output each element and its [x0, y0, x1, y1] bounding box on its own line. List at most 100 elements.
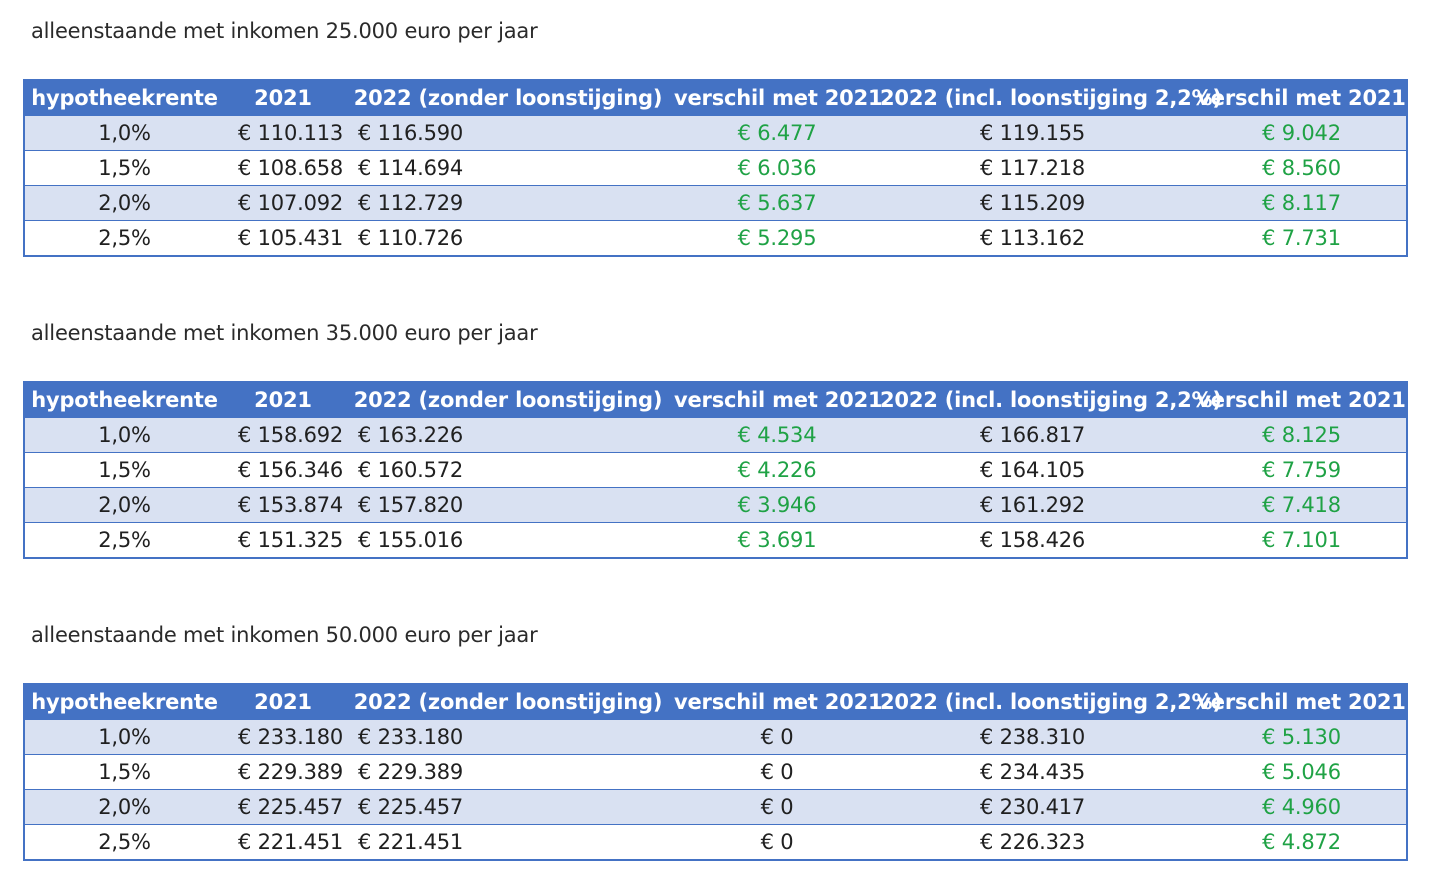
value-2021-cell: € 110.113	[224, 115, 343, 151]
diff-incl-cell: € 4.960	[1197, 789, 1407, 825]
diff-cell: € 6.477	[674, 115, 880, 151]
rate-cell: 1,0%	[24, 719, 224, 755]
table-header-row: hypotheekrente 2021 2022 (zonder loonsti…	[24, 382, 1407, 418]
value-2022-incl-cell: € 117.218	[880, 150, 1197, 186]
rate-cell: 2,0%	[24, 789, 224, 825]
value-2021-cell: € 225.457	[224, 789, 343, 825]
value-2021-cell: € 107.092	[224, 185, 343, 221]
diff-incl-cell: € 8.560	[1197, 150, 1407, 186]
header-2022-zonder: 2022 (zonder loonstijging)	[342, 684, 674, 720]
value-2022-cell: € 225.457	[342, 789, 674, 825]
rate-cell: 1,5%	[24, 754, 224, 790]
header-hypotheekrente: hypotheekrente	[24, 80, 224, 116]
diff-cell: € 5.637	[674, 185, 880, 221]
section-caption: alleenstaande met inkomen 35.000 euro pe…	[31, 321, 538, 345]
value-2022-cell: € 233.180	[342, 719, 674, 755]
diff-cell: € 0	[674, 824, 880, 860]
rate-cell: 2,5%	[24, 824, 224, 860]
diff-cell: € 0	[674, 719, 880, 755]
value-2022-incl-cell: € 226.323	[880, 824, 1197, 860]
diff-incl-cell: € 7.101	[1197, 522, 1407, 558]
header-hypotheekrente: hypotheekrente	[24, 684, 224, 720]
table-row: 2,0% € 153.874 € 157.820 € 3.946 € 161.2…	[24, 487, 1407, 523]
diff-cell: € 0	[674, 754, 880, 790]
mortgage-table: hypotheekrente 2021 2022 (zonder loonsti…	[23, 683, 1408, 861]
rate-cell: 1,0%	[24, 115, 224, 151]
value-2022-incl-cell: € 115.209	[880, 185, 1197, 221]
value-2022-cell: € 112.729	[342, 185, 674, 221]
header-verschil-1: verschil met 2021	[674, 80, 883, 116]
value-2021-cell: € 221.451	[224, 824, 343, 860]
header-verschil-2: verschil met 2021	[1197, 684, 1407, 720]
rate-cell: 2,5%	[24, 220, 224, 256]
value-2021-cell: € 233.180	[224, 719, 343, 755]
table-row: 2,5% € 151.325 € 155.016 € 3.691 € 158.4…	[24, 522, 1407, 558]
diff-cell: € 4.534	[674, 417, 880, 453]
value-2022-incl-cell: € 164.105	[880, 452, 1197, 488]
rate-cell: 2,0%	[24, 185, 224, 221]
table-header-row: hypotheekrente 2021 2022 (zonder loonsti…	[24, 80, 1407, 116]
table-row: 2,5% € 105.431 € 110.726 € 5.295 € 113.1…	[24, 220, 1407, 256]
value-2022-incl-cell: € 113.162	[880, 220, 1197, 256]
value-2022-incl-cell: € 161.292	[880, 487, 1197, 523]
header-verschil-2: verschil met 2021	[1197, 80, 1407, 116]
mortgage-table: hypotheekrente 2021 2022 (zonder loonsti…	[23, 79, 1408, 257]
value-2022-incl-cell: € 158.426	[880, 522, 1197, 558]
header-2022-incl: 2022 (incl. loonstijging 2,2%)	[880, 382, 1222, 418]
table-row: 1,0% € 233.180 € 233.180 € 0 € 238.310 €…	[24, 719, 1407, 755]
value-2022-incl-cell: € 230.417	[880, 789, 1197, 825]
table-row: 2,5% € 221.451 € 221.451 € 0 € 226.323 €…	[24, 824, 1407, 860]
table-row: 2,0% € 225.457 € 225.457 € 0 € 230.417 €…	[24, 789, 1407, 825]
diff-incl-cell: € 7.418	[1197, 487, 1407, 523]
header-2022-incl: 2022 (incl. loonstijging 2,2%)	[880, 80, 1222, 116]
value-2022-incl-cell: € 234.435	[880, 754, 1197, 790]
diff-incl-cell: € 7.731	[1197, 220, 1407, 256]
header-2021: 2021	[224, 684, 342, 720]
value-2022-incl-cell: € 119.155	[880, 115, 1197, 151]
header-verschil-2: verschil met 2021	[1197, 382, 1407, 418]
header-2021: 2021	[224, 382, 342, 418]
diff-cell: € 5.295	[674, 220, 880, 256]
diff-cell: € 0	[674, 789, 880, 825]
value-2022-cell: € 160.572	[342, 452, 674, 488]
value-2021-cell: € 105.431	[224, 220, 343, 256]
rate-cell: 1,5%	[24, 150, 224, 186]
header-2021: 2021	[224, 80, 342, 116]
rate-cell: 1,0%	[24, 417, 224, 453]
section-caption: alleenstaande met inkomen 25.000 euro pe…	[31, 19, 538, 43]
diff-cell: € 4.226	[674, 452, 880, 488]
table-header-row: hypotheekrente 2021 2022 (zonder loonsti…	[24, 684, 1407, 720]
header-2022-incl: 2022 (incl. loonstijging 2,2%)	[880, 684, 1222, 720]
value-2022-cell: € 114.694	[342, 150, 674, 186]
header-2022-zonder: 2022 (zonder loonstijging)	[342, 382, 674, 418]
value-2022-cell: € 116.590	[342, 115, 674, 151]
value-2022-cell: € 229.389	[342, 754, 674, 790]
value-2021-cell: € 158.692	[224, 417, 343, 453]
value-2021-cell: € 229.389	[224, 754, 343, 790]
value-2022-incl-cell: € 238.310	[880, 719, 1197, 755]
value-2022-cell: € 163.226	[342, 417, 674, 453]
header-hypotheekrente: hypotheekrente	[24, 382, 224, 418]
diff-incl-cell: € 9.042	[1197, 115, 1407, 151]
header-verschil-1: verschil met 2021	[674, 382, 883, 418]
value-2021-cell: € 151.325	[224, 522, 343, 558]
diff-cell: € 6.036	[674, 150, 880, 186]
rate-cell: 1,5%	[24, 452, 224, 488]
value-2021-cell: € 156.346	[224, 452, 343, 488]
value-2022-incl-cell: € 166.817	[880, 417, 1197, 453]
value-2022-cell: € 221.451	[342, 824, 674, 860]
table-row: 1,5% € 108.658 € 114.694 € 6.036 € 117.2…	[24, 150, 1407, 186]
table-row: 1,0% € 110.113 € 116.590 € 6.477 € 119.1…	[24, 115, 1407, 151]
rate-cell: 2,0%	[24, 487, 224, 523]
value-2022-cell: € 155.016	[342, 522, 674, 558]
diff-incl-cell: € 5.046	[1197, 754, 1407, 790]
table-row: 1,5% € 156.346 € 160.572 € 4.226 € 164.1…	[24, 452, 1407, 488]
value-2022-cell: € 110.726	[342, 220, 674, 256]
table-row: 1,5% € 229.389 € 229.389 € 0 € 234.435 €…	[24, 754, 1407, 790]
diff-incl-cell: € 8.125	[1197, 417, 1407, 453]
diff-cell: € 3.691	[674, 522, 880, 558]
diff-incl-cell: € 4.872	[1197, 824, 1407, 860]
diff-incl-cell: € 8.117	[1197, 185, 1407, 221]
diff-cell: € 3.946	[674, 487, 880, 523]
diff-incl-cell: € 5.130	[1197, 719, 1407, 755]
